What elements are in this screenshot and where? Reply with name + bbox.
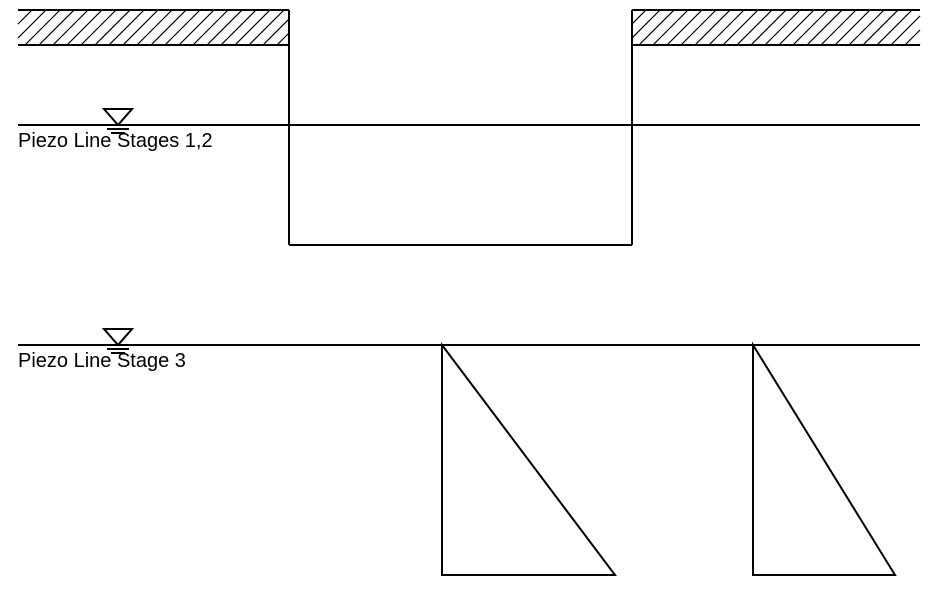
label-piezo-stages-1-2: Piezo Line Stages 1,2	[18, 130, 213, 153]
diagram-svg	[0, 0, 933, 613]
ground-hatch-left	[18, 10, 289, 45]
label-piezo-stage-3: Piezo Line Stage 3	[18, 350, 186, 373]
ground-hatch-right	[632, 10, 920, 45]
pressure-triangle-right	[753, 345, 895, 575]
piezo-diagram: Piezo Line Stages 1,2 Piezo Line Stage 3	[0, 0, 933, 613]
pressure-triangle-left	[442, 345, 615, 575]
